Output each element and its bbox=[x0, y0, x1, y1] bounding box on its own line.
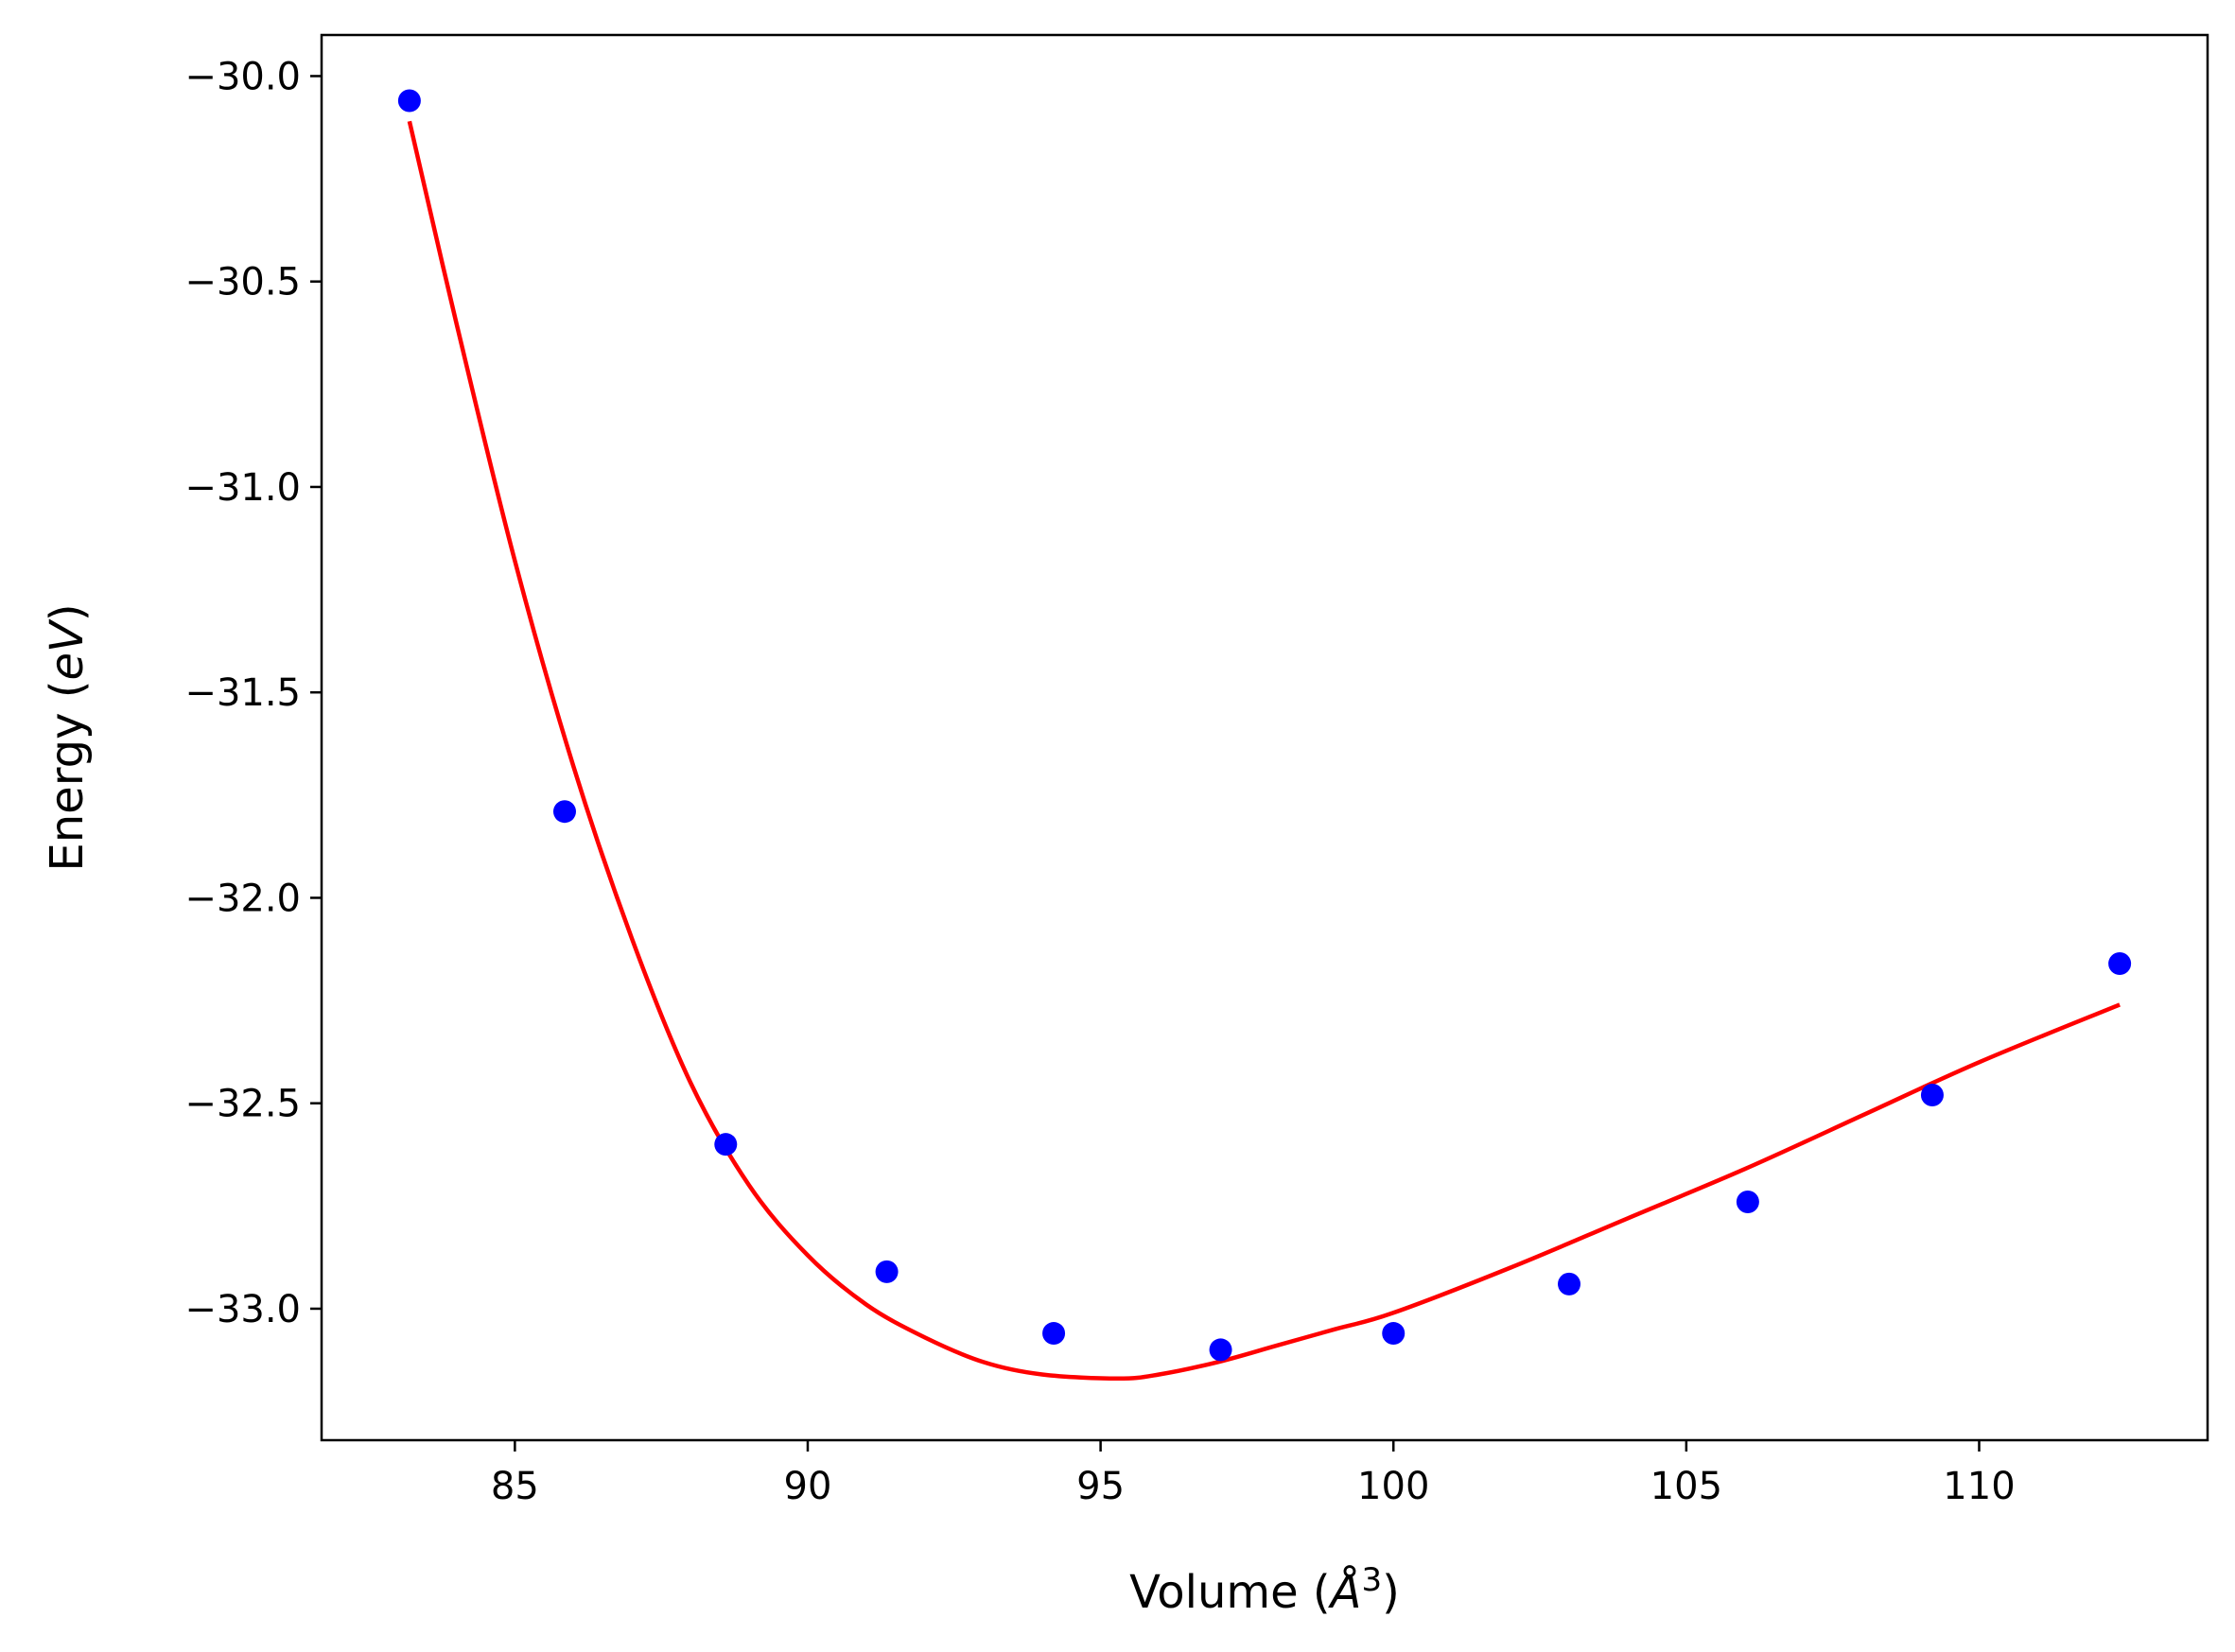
data-point bbox=[1920, 1084, 1944, 1107]
x-tick-label: 85 bbox=[491, 1465, 539, 1508]
x-tick-label: 90 bbox=[784, 1465, 832, 1508]
y-tick-label: −32.0 bbox=[184, 877, 301, 920]
x-tick-label: 105 bbox=[1650, 1465, 1722, 1508]
data-point bbox=[1558, 1272, 1581, 1296]
y-axis-label-main: Energy ( bbox=[41, 681, 94, 872]
x-axis-label: Volume (Å3) bbox=[1129, 1561, 1400, 1619]
y-tick-label: −30.0 bbox=[184, 55, 301, 98]
x-axis: 85 90 95 100 105 110 bbox=[491, 1440, 2016, 1508]
y-axis: −30.0 −30.5 −31.0 −31.5 −32.0 −32.5 −33.0 bbox=[184, 55, 322, 1331]
x-tick-label: 100 bbox=[1357, 1465, 1429, 1508]
y-tick-label: −31.5 bbox=[184, 671, 301, 715]
y-axis-label: Energy (eV) bbox=[41, 603, 94, 871]
y-tick-label: −30.5 bbox=[184, 261, 301, 304]
data-point bbox=[552, 800, 576, 824]
y-axis-label-close: ) bbox=[41, 603, 94, 621]
data-point bbox=[1209, 1338, 1232, 1362]
y-tick-label: −32.5 bbox=[184, 1083, 301, 1126]
x-axis-label-close: ) bbox=[1382, 1566, 1400, 1619]
x-tick-label: 110 bbox=[1943, 1465, 2015, 1508]
data-point bbox=[1382, 1322, 1406, 1346]
data-point bbox=[397, 89, 421, 113]
data-point bbox=[1736, 1190, 1759, 1213]
x-axis-label-unit: Å bbox=[1328, 1565, 1362, 1619]
plot-area bbox=[397, 89, 2132, 1382]
data-point bbox=[714, 1133, 738, 1156]
data-point bbox=[1042, 1322, 1066, 1346]
y-axis-label-unit: eV bbox=[41, 618, 94, 681]
y-tick-label: −31.0 bbox=[184, 466, 301, 510]
fit-curve bbox=[407, 120, 2121, 1382]
x-axis-label-main: Volume ( bbox=[1129, 1566, 1331, 1619]
axes-frame bbox=[320, 33, 2209, 1442]
data-point bbox=[2108, 951, 2132, 975]
data-point bbox=[875, 1260, 899, 1283]
y-tick-label: −33.0 bbox=[184, 1288, 301, 1331]
x-axis-label-exponent: 3 bbox=[1361, 1561, 1382, 1599]
x-tick-label: 95 bbox=[1076, 1465, 1125, 1508]
